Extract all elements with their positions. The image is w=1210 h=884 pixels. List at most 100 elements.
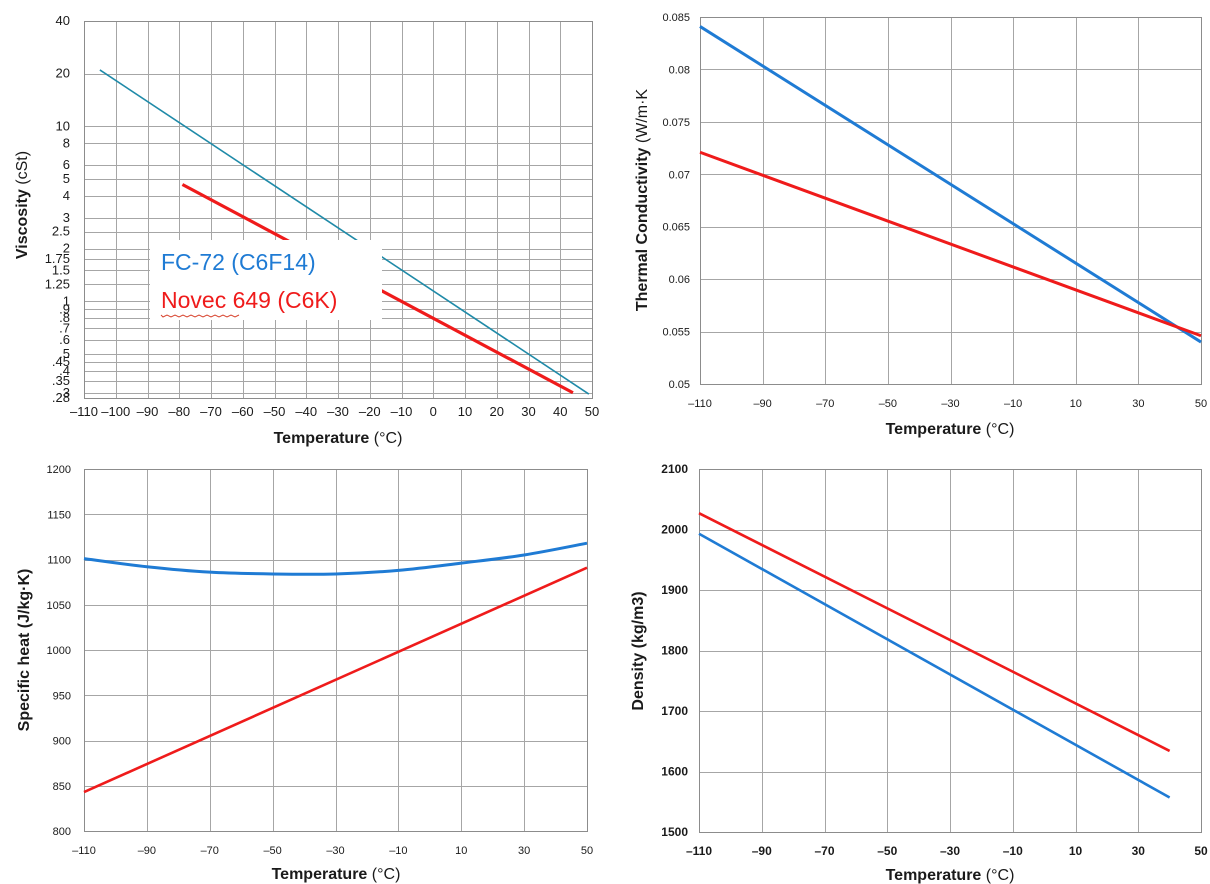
series-lines — [83, 541, 588, 794]
y-tick-label: 1.75 — [45, 251, 70, 266]
y-axis-unit: (cSt) — [14, 151, 31, 185]
y-tick-label: 1500 — [661, 825, 688, 839]
x-tick-label: 50 — [581, 845, 593, 857]
y-tick-label: 1.5 — [52, 262, 70, 277]
y-tick-label: 850 — [53, 781, 71, 793]
y-axis-title: Viscosity (cSt) — [14, 151, 31, 259]
gridlines — [699, 469, 1202, 833]
y-axis-unit: (W/m·K — [634, 89, 651, 144]
x-tick-label: –90 — [138, 845, 156, 857]
legend-entry: FC-72 (C6F14) — [161, 249, 316, 275]
x-tick-label: –50 — [877, 844, 897, 858]
y-axis-label: Thermal Conductivity — [634, 143, 651, 311]
y-tick-label: .45 — [52, 354, 70, 369]
y-tick-label: 2100 — [661, 462, 688, 476]
plot-frame — [84, 469, 588, 832]
y-tick-label: .8 — [59, 310, 70, 325]
x-tick-label: –90 — [752, 844, 772, 858]
y-tick-label: .5 — [59, 346, 70, 361]
legend-box — [150, 240, 382, 320]
y-axis-title: Density (kg/m3) — [630, 591, 647, 710]
x-tick-label: –10 — [1004, 398, 1022, 410]
y-tick-label: 0.05 — [669, 379, 690, 391]
x-tick-label: –60 — [232, 404, 254, 419]
y-tick-label: 1600 — [661, 765, 688, 779]
x-tick-label: 10 — [1069, 844, 1083, 858]
y-tick-label: .4 — [59, 363, 70, 378]
y-tick-label: 5 — [63, 171, 70, 186]
series-lines — [699, 25, 1202, 344]
x-tick-label: –10 — [391, 404, 413, 419]
x-tick-label: –70 — [816, 398, 834, 410]
y-tick-label: 0.085 — [662, 12, 690, 24]
y-tick-label: 1800 — [661, 644, 688, 658]
x-axis-label: Temperature — [886, 421, 986, 438]
x-tick-label: –10 — [1003, 844, 1023, 858]
x-axis-unit: (°C) — [372, 866, 401, 883]
chart-density: –110 –90 –70 –50 –30 –10 10 30 50 1500 1600 1700 180… — [630, 462, 1208, 884]
x-tick-label: –70 — [201, 845, 219, 857]
series-line-novec-649-c6k — [699, 150, 1202, 338]
y-axis-label: Density (kg/m3) — [630, 591, 647, 710]
x-tick-label: –110 — [72, 845, 96, 857]
y-tick-label: 1100 — [47, 555, 71, 567]
x-axis-unit: (°C) — [986, 421, 1015, 438]
series-line-fc-72-c6f14 — [699, 25, 1202, 344]
x-tick-labels: –110 –100 –90 –80 –70 –60 –50 –40 –30 –20 –10 0 10 20… — [70, 404, 599, 419]
y-tick-label: 900 — [53, 736, 71, 748]
y-tick-label: 0.06 — [669, 274, 690, 286]
y-tick-label: 2000 — [661, 523, 688, 537]
y-tick-label: 0.08 — [669, 64, 690, 76]
x-tick-label: –80 — [168, 404, 190, 419]
y-tick-label: 40 — [56, 13, 70, 28]
y-tick-label: 20 — [56, 66, 70, 81]
x-tick-label: 10 — [455, 845, 467, 857]
spellcheck-underline — [160, 314, 240, 318]
y-tick-labels: 800 850 900 950 1000 1050 1100 1150 1200 — [47, 464, 71, 838]
x-tick-label: –110 — [688, 398, 712, 410]
y-tick-label: .35 — [52, 373, 70, 388]
x-tick-label: –100 — [101, 404, 130, 419]
y-axis-label: Specific heat (J/kg·K) — [16, 569, 33, 732]
x-tick-label: 10 — [458, 404, 472, 419]
y-tick-label: .28 — [52, 390, 70, 405]
x-tick-label: –70 — [814, 844, 834, 858]
chart-thermal-conductivity: –110 –90 –70 –50 –30 –10 10 30 500.050.0550.060.… — [634, 12, 1207, 438]
x-tick-label: 10 — [1070, 398, 1082, 410]
y-tick-label: 950 — [53, 690, 71, 702]
x-tick-label: 30 — [1132, 844, 1146, 858]
y-tick-label: 10 — [56, 118, 70, 133]
y-tick-label: 0.07 — [669, 169, 690, 181]
y-tick-label: 1700 — [661, 704, 688, 718]
x-tick-label: –50 — [879, 398, 897, 410]
x-tick-label: –20 — [359, 404, 381, 419]
x-tick-label: 30 — [1132, 398, 1144, 410]
y-tick-label: .3 — [59, 385, 70, 400]
x-tick-label: –30 — [941, 398, 959, 410]
x-tick-label: –30 — [326, 845, 344, 857]
y-axis-label: Viscosity — [14, 185, 31, 259]
y-tick-labels: 40 20 10 8 65 4 32.5 21.751.51.25 1.9.8.7.6.5.45… — [45, 13, 70, 405]
x-tick-label: –30 — [327, 404, 349, 419]
series-line-fc-72-c6f14 — [99, 69, 590, 395]
x-tick-label: –110 — [70, 404, 98, 419]
y-tick-label: 0.075 — [662, 117, 690, 129]
series-lines — [698, 512, 1171, 799]
x-tick-label: –10 — [389, 845, 407, 857]
x-axis-label: Temperature — [272, 866, 372, 883]
series-line-fc-72-c6f14 — [698, 532, 1171, 799]
series-line-fc-72-c6f14 — [83, 541, 588, 576]
x-axis-label: Temperature — [274, 430, 374, 447]
legend: FC-72 (C6F14) Novec 649 (C6K) — [150, 240, 382, 320]
x-tick-label: –30 — [940, 844, 960, 858]
x-axis-unit: (°C) — [374, 430, 403, 447]
y-tick-label: 1000 — [47, 645, 71, 657]
y-tick-label: .6 — [59, 332, 70, 347]
x-tick-label: 30 — [518, 845, 530, 857]
x-axis-title: Temperature (°C) — [886, 867, 1015, 884]
plot-frame — [699, 469, 1202, 833]
x-tick-label: –70 — [200, 404, 222, 419]
y-tick-label: 1900 — [661, 583, 688, 597]
x-tick-label: 20 — [490, 404, 504, 419]
